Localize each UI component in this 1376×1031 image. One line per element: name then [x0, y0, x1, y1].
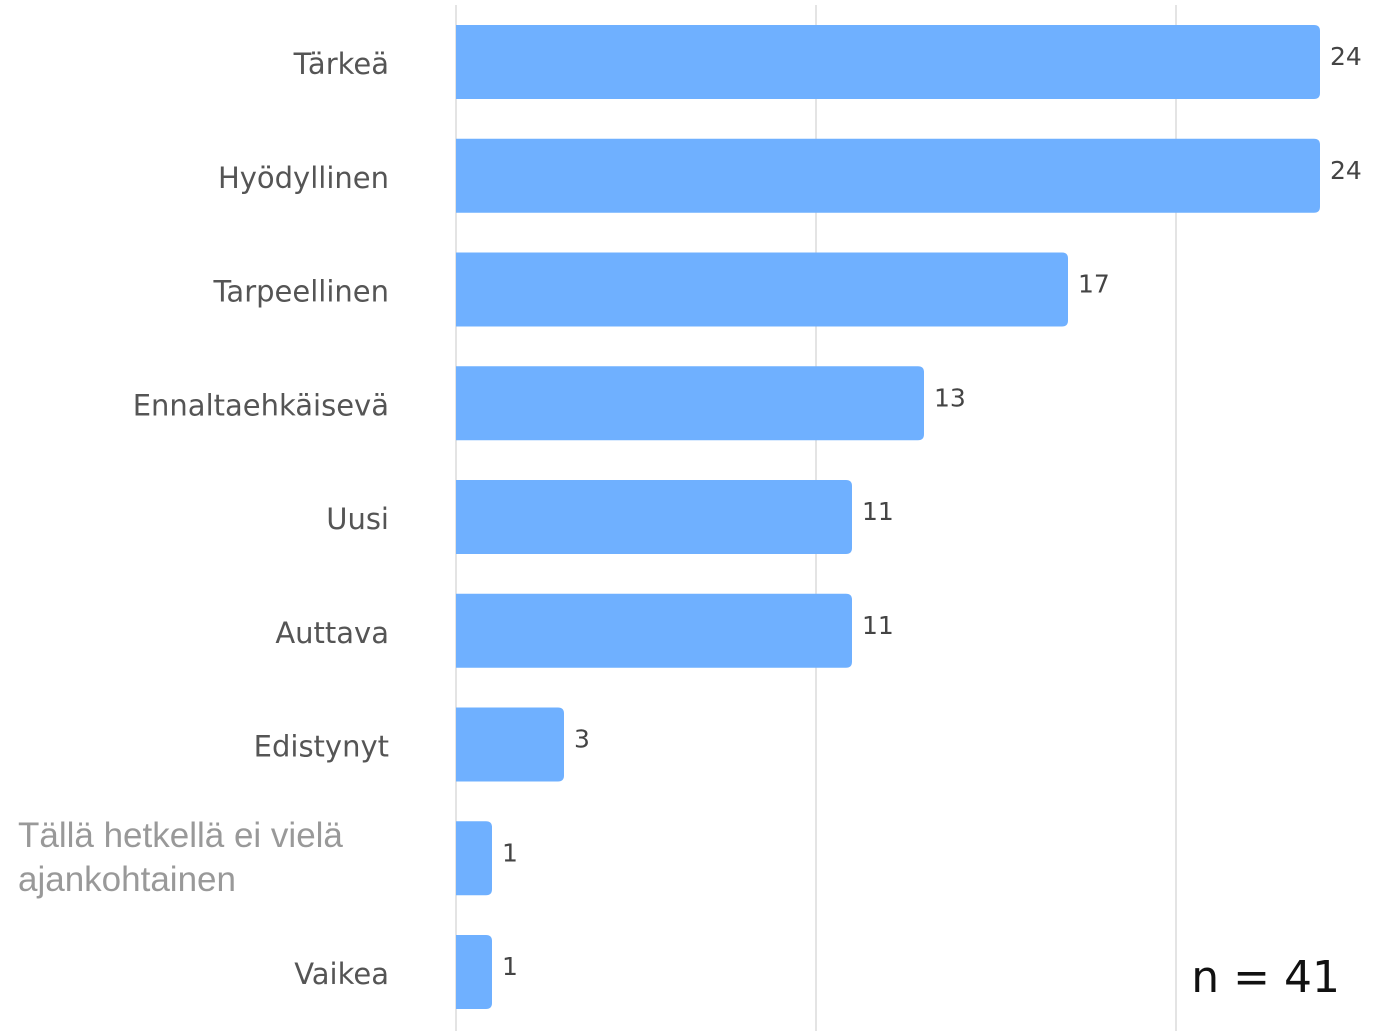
value-label: 13: [934, 383, 966, 412]
sample-size-note: n = 41: [1191, 952, 1340, 1003]
value-label: 24: [1330, 42, 1362, 71]
category-label: Tarpeellinen: [213, 275, 389, 309]
category-label: Hyödyllinen: [218, 161, 389, 195]
value-label: 24: [1330, 156, 1362, 185]
category-label: Tällä hetkellä ei vielä ajankohtainen: [18, 816, 343, 900]
value-label: 11: [862, 611, 894, 640]
category-label: Vaikea: [294, 957, 389, 991]
bar: [456, 252, 1068, 327]
bar: [456, 707, 564, 782]
bar: [456, 480, 852, 554]
category-label: Auttava: [275, 616, 389, 650]
bar: [456, 366, 924, 441]
bar: [456, 138, 1320, 213]
value-label: 3: [574, 725, 590, 754]
category-label: Edistynyt: [254, 730, 389, 764]
bar: [456, 593, 852, 668]
category-label: Uusi: [326, 502, 389, 536]
value-label: 1: [502, 952, 518, 981]
bar: [456, 821, 492, 896]
category-label: Ennaltaehkäisevä: [133, 388, 389, 422]
category-label-box: Tällä hetkellä ei vielä ajankohtainen: [18, 816, 343, 900]
bar: [456, 935, 492, 1009]
bar: [456, 25, 1320, 99]
category-label: Tärkeä: [293, 47, 389, 81]
value-label: 11: [862, 497, 894, 526]
value-label: 1: [502, 838, 518, 867]
value-label: 17: [1078, 270, 1110, 299]
